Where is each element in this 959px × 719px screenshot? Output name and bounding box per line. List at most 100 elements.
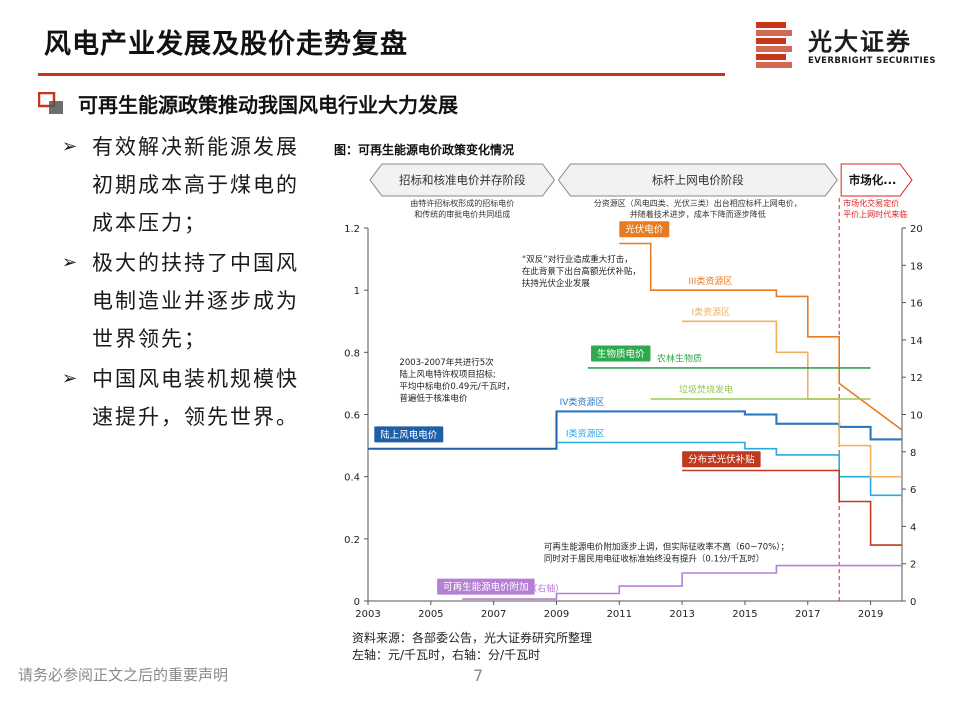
disclaimer-note: 请务必参阅正文之后的重要声明 — [18, 666, 229, 684]
policy-price-chart: 图：可再生能源电价政策变化情况招标和核准电价并存阶段由特许招标权形成的招标电价和… — [334, 142, 923, 620]
logo-mark-bar — [756, 38, 786, 44]
arrow-bullet-icon: ➢ — [62, 252, 80, 273]
x-tick-label: 2017 — [795, 609, 820, 620]
bullet-line: 中国风电装机规模快 — [92, 367, 299, 391]
phase-arrow — [840, 163, 913, 197]
chart-title: 图：可再生能源电价政策变化情况 — [334, 142, 514, 157]
bullet-line: 速提升，领先世界。 — [92, 405, 299, 429]
phase-note: 市场化交易定价 — [843, 198, 899, 208]
series-label-box — [437, 578, 535, 595]
y-right-tick-label: 4 — [910, 522, 916, 533]
series-line — [556, 410, 902, 441]
section-square-icon — [38, 92, 63, 114]
series-label-box — [374, 426, 444, 443]
x-tick-label: 2011 — [607, 609, 632, 620]
annotation-text: 陆上风电特许权项目招标; — [399, 369, 495, 380]
phase-label: 市场化... — [849, 173, 897, 187]
annotation-text: 在此背景下出台高额光伏补贴， — [522, 266, 641, 277]
logo-name: 光大证券 — [808, 28, 912, 56]
y-right-tick-label: 10 — [910, 411, 923, 422]
bullet-line: 成本压力； — [92, 211, 207, 235]
bullet-line: 极大的扶持了中国风 — [92, 251, 299, 275]
series-line — [462, 564, 902, 600]
x-tick-label: 2013 — [669, 609, 694, 620]
series-label: 生物质电价 — [597, 348, 645, 360]
annotation-text: “双反”对行业造成重大打击， — [522, 254, 633, 265]
logo-mark-bar — [756, 62, 792, 68]
series-label-box — [619, 221, 670, 238]
phase-label: 招标和核准电价并存阶段 — [399, 173, 526, 187]
y-left-tick-label: 0.4 — [344, 473, 360, 484]
y-right-tick-label: 8 — [910, 448, 916, 459]
bullet-item: ➢ 中国风电装机规模快 速提升，领先世界。 — [62, 360, 312, 436]
bullet-list: ➢ 有效解决新能源发展 初期成本高于煤电的 成本压力； ➢ 极大的扶持了中国风 电制造业并逐… — [62, 128, 312, 438]
company-logo: 光大证券 EVERBRIGHT SECURITIES — [752, 20, 942, 72]
annotation-text: 同时对于居民用电征收标准始终没有提升（0.1分/千瓦时） — [544, 554, 764, 565]
x-tick-label: 2009 — [544, 609, 569, 620]
series-label: 可再生能源电价附加 — [443, 581, 529, 593]
annotation-text: 扶持光伏企业发展 — [522, 278, 591, 289]
page-number: 7 — [473, 666, 484, 685]
y-right-tick-label: 12 — [910, 373, 923, 384]
y-left-tick-label: 1.2 — [344, 224, 360, 235]
logo-mark-bar — [756, 46, 792, 52]
x-tick-label: 2015 — [732, 609, 757, 620]
x-tick-label: 2003 — [355, 609, 380, 620]
y-left-tick-label: 0.6 — [344, 411, 360, 422]
bullet-line: 世界领先； — [92, 327, 207, 351]
y-right-tick-label: 0 — [910, 597, 916, 608]
y-right-tick-label: 18 — [910, 261, 923, 272]
y-left-tick-label: 1 — [354, 286, 360, 297]
phase-label: 标杆上网电价阶段 — [652, 173, 744, 187]
annotation-text: 平均中标电价0.49元/千瓦时， — [399, 381, 514, 392]
bullet-item: ➢ 极大的扶持了中国风 电制造业并逐步成为 世界领先； — [62, 244, 312, 358]
series-label: III类资源区 — [688, 275, 732, 287]
bullet-line: 初期成本高于煤电的 — [92, 173, 299, 197]
series-label: I类资源区 — [692, 306, 731, 318]
series-label: I类资源区 — [566, 427, 605, 439]
logo-mark-icon — [756, 22, 792, 68]
logo-mark-bar — [756, 54, 786, 60]
x-tick-label: 2007 — [481, 609, 506, 620]
x-tick-label: 2005 — [418, 609, 443, 620]
phase-note: 和传统的审批电价共同组成 — [414, 209, 510, 219]
y-right-tick-label: 16 — [910, 299, 923, 310]
logo-english-name: EVERBRIGHT SECURITIES — [808, 56, 936, 66]
series-label: 分布式光伏补贴 — [688, 454, 755, 466]
bullet-item: ➢ 有效解决新能源发展 初期成本高于煤电的 成本压力； — [62, 128, 312, 242]
phase-arrow — [557, 163, 838, 197]
annotation-text: 可再生能源电价附加逐步上调，但实际征收率不高（60~70%）； — [544, 542, 789, 553]
annotation-text: 2003-2007年共进行5次 — [399, 357, 494, 368]
page-title: 风电产业发展及股价走势复盘 — [44, 29, 408, 60]
phase-arrow — [369, 163, 556, 197]
title-divider — [38, 73, 725, 76]
y-left-tick-label: 0.8 — [344, 348, 360, 359]
phase-note: 平价上网时代来临 — [843, 209, 907, 219]
arrow-bullet-icon: ➢ — [62, 136, 80, 157]
series-line — [682, 469, 902, 546]
axis-unit-note: 左轴：元/千瓦时，右轴：分/千瓦时 — [352, 648, 541, 662]
logo-mark-bar — [756, 22, 786, 28]
series-label: 光伏电价 — [625, 224, 664, 236]
x-tick-label: 2019 — [858, 609, 883, 620]
annotation-text: 普遍低于核准电价 — [399, 393, 468, 404]
series-label: 垃圾焚烧发电 — [679, 384, 733, 396]
y-left-tick-label: 0 — [354, 597, 360, 608]
section-title: 可再生能源政策推动我国风电行业大力发展 — [78, 93, 458, 117]
y-left-tick-label: 0.2 — [344, 535, 360, 546]
bullet-line: 电制造业并逐步成为 — [92, 289, 299, 313]
series-label-box — [591, 345, 651, 362]
series-label: 陆上风电电价 — [380, 429, 438, 441]
phase-note: 并随着技术进步，成本下降而逐步降低 — [630, 209, 766, 219]
series-label: （右轴） — [528, 583, 564, 595]
phase-note: 由特许招标权形成的招标电价 — [410, 198, 514, 208]
phase-note: 分资源区（风电四类、光伏三类）出台相应标杆上网电价， — [594, 198, 802, 208]
bullet-line: 有效解决新能源发展 — [92, 135, 299, 159]
y-right-tick-label: 14 — [910, 336, 923, 347]
series-line — [556, 441, 902, 497]
series-label: IV类资源区 — [560, 396, 605, 408]
y-right-tick-label: 2 — [910, 560, 916, 571]
y-right-tick-label: 20 — [910, 224, 923, 235]
source-line: 资料来源：各部委公告，光大证券研究所整理 — [352, 631, 593, 645]
chart-source: 资料来源：各部委公告，光大证券研究所整理 左轴：元/千瓦时，右轴：分/千瓦时 — [352, 630, 592, 664]
